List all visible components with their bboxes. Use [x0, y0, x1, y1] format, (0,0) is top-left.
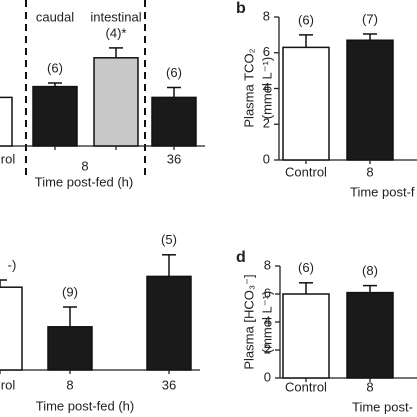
bar	[47, 326, 93, 371]
x-axis-title: Time post-f	[350, 184, 415, 199]
x-tick-label: 8	[366, 379, 373, 394]
x-group-label: 8	[81, 158, 88, 173]
x-axis-title: Time post-	[352, 399, 413, 414]
x-tick-label: 36	[162, 377, 176, 392]
y-tick-label: 4	[264, 313, 271, 328]
bar	[151, 96, 197, 147]
subgroup-label: intestinal	[90, 9, 141, 24]
y-tick-label: 2	[264, 341, 271, 356]
n-label: -)	[8, 257, 17, 272]
panel-letter: b	[236, 0, 246, 17]
y-axis-label: Plasma [HCO₃⁻]	[241, 274, 256, 369]
y-tick-label: 2	[263, 116, 270, 131]
y-tick-label: 6	[263, 44, 270, 59]
n-label: (4)*	[106, 25, 127, 40]
y-axis-label: (mmol L⁻¹)	[259, 57, 274, 119]
bar	[282, 46, 330, 161]
x-tick-label: rol	[1, 151, 16, 166]
bar	[282, 293, 330, 379]
n-label: (7)	[362, 11, 378, 26]
y-tick-label: 0	[263, 151, 270, 166]
n-label: (9)	[62, 284, 78, 299]
n-label: (5)	[161, 232, 177, 247]
subgroup-label: caudal	[36, 9, 74, 24]
bar	[346, 291, 394, 379]
bar	[0, 286, 23, 371]
n-label: (6)	[298, 260, 314, 275]
x-axis-title: Time post-fed (h)	[36, 398, 135, 413]
bar	[32, 85, 78, 147]
bar	[346, 39, 394, 161]
y-tick-label: 6	[264, 285, 271, 300]
n-label: (6)	[166, 65, 182, 80]
x-tick-label: 36	[167, 151, 181, 166]
x-tick-label: 8	[66, 377, 73, 392]
y-tick-label: 8	[263, 8, 270, 23]
bar	[146, 275, 192, 371]
n-label: (8)	[362, 263, 378, 278]
x-tick-label: Control	[285, 164, 327, 179]
x-tick-label: rol	[1, 377, 16, 392]
y-tick-label: 0	[264, 369, 271, 384]
x-axis-title: Time post-fed (h)	[35, 174, 134, 189]
n-label: (6)	[298, 12, 314, 27]
panel-letter: d	[236, 249, 246, 266]
bar	[0, 96, 13, 147]
y-axis-label: (mmol L⁻¹)	[259, 291, 274, 353]
n-label: (6)	[47, 60, 63, 75]
bar	[93, 57, 139, 147]
y-axis-label: Plasma TCO₂	[241, 48, 256, 127]
x-tick-label: Control	[285, 379, 327, 394]
y-tick-label: 4	[263, 80, 270, 95]
x-tick-label: 8	[366, 164, 373, 179]
y-tick-label: 8	[264, 257, 271, 272]
